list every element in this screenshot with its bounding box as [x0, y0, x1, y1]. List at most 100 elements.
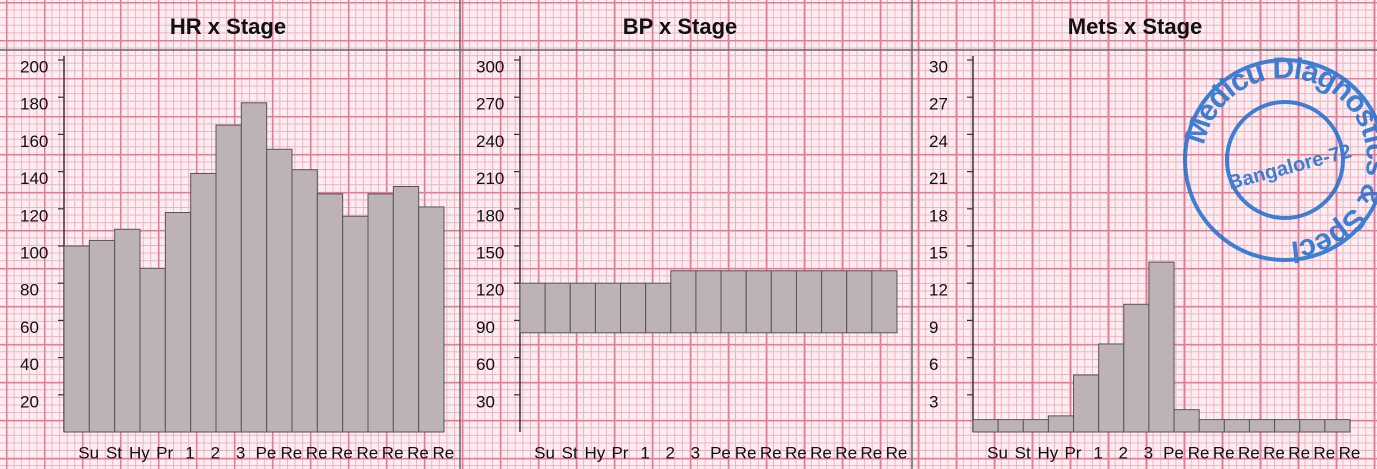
y-tick-label: 6: [929, 355, 938, 374]
y-tick-label: 180: [476, 206, 504, 225]
y-tick-label: 30: [929, 57, 948, 76]
x-tick-label: Hy: [129, 443, 150, 462]
x-tick-label: 2: [211, 443, 220, 462]
bar: [215, 124, 242, 433]
x-tick-label: Re: [331, 443, 353, 462]
bar: [1223, 419, 1250, 433]
bar: [418, 206, 445, 433]
y-tick-label: 21: [929, 169, 948, 188]
x-tick-label: Re: [810, 443, 832, 462]
x-tick-label: 1: [640, 443, 649, 462]
range-bar: [519, 282, 546, 334]
range-bar: [745, 270, 772, 334]
bar: [1274, 419, 1301, 433]
y-tick-label: 12: [929, 281, 948, 300]
bar: [1073, 374, 1100, 433]
bar: [1198, 419, 1225, 433]
x-tick-label: Pr: [1064, 443, 1081, 462]
x-tick-label: Re: [1339, 443, 1361, 462]
x-tick-label: Pr: [611, 443, 628, 462]
x-tick-label: 2: [1118, 443, 1127, 462]
y-tick-label: 27: [929, 95, 948, 114]
range-bar: [645, 282, 672, 334]
x-tick-label: Pe: [1163, 443, 1184, 462]
chart-title: HR x Stage: [170, 14, 286, 39]
bar: [1047, 415, 1075, 433]
y-tick-label: 80: [20, 281, 39, 300]
range-bar: [871, 270, 898, 334]
range-bar: [770, 270, 797, 334]
y-tick-label: 160: [20, 132, 48, 151]
y-tick-label: 90: [476, 318, 495, 337]
range-bar: [821, 270, 848, 334]
x-tick-label: Su: [987, 443, 1008, 462]
y-tick-label: 18: [929, 206, 948, 225]
y-tick-label: 120: [20, 206, 48, 225]
bar: [139, 267, 166, 433]
y-tick-label: 30: [476, 392, 495, 411]
x-tick-label: Re: [1238, 443, 1260, 462]
bar: [1299, 419, 1326, 433]
bar: [367, 193, 394, 433]
bar: [164, 212, 192, 433]
y-tick-label: 60: [20, 318, 39, 337]
x-tick-label: Re: [860, 443, 882, 462]
y-tick-label: 210: [476, 169, 504, 188]
y-tick-label: 9: [929, 318, 938, 337]
x-tick-label: St: [1015, 443, 1031, 462]
y-tick-label: 300: [476, 57, 504, 76]
x-tick-label: Pe: [710, 443, 731, 462]
y-tick-label: 270: [476, 95, 504, 114]
x-tick-label: Hy: [584, 443, 605, 462]
y-tick-label: 3: [929, 392, 938, 411]
x-tick-label: Re: [785, 443, 807, 462]
x-tick-label: 1: [185, 443, 194, 462]
x-tick-label: Re: [1288, 443, 1310, 462]
x-tick-label: Pe: [256, 443, 277, 462]
chart-title: BP x Stage: [623, 14, 738, 39]
range-bar: [594, 282, 622, 334]
x-tick-label: Re: [356, 443, 378, 462]
range-bar: [569, 282, 596, 334]
bar: [1098, 343, 1125, 433]
x-tick-label: 3: [1144, 443, 1153, 462]
chart-title: Mets x Stage: [1068, 14, 1203, 39]
y-tick-label: 100: [20, 243, 48, 262]
x-tick-label: Su: [534, 443, 555, 462]
bar: [240, 102, 268, 433]
y-tick-label: 40: [20, 355, 39, 374]
y-tick-label: 20: [20, 392, 39, 411]
bar: [997, 419, 1024, 433]
bar: [63, 245, 90, 433]
y-tick-label: 240: [476, 132, 504, 151]
range-bar: [620, 282, 647, 334]
x-tick-label: 3: [691, 443, 700, 462]
x-tick-label: Re: [280, 443, 302, 462]
bar: [266, 148, 293, 433]
x-tick-label: Hy: [1037, 443, 1058, 462]
range-bar: [695, 270, 722, 334]
x-tick-label: Re: [407, 443, 429, 462]
y-tick-label: 180: [20, 95, 48, 114]
y-tick-label: 24: [929, 132, 948, 151]
x-tick-label: Re: [886, 443, 908, 462]
range-bar: [544, 282, 571, 334]
y-tick-label: 140: [20, 169, 48, 188]
bar: [88, 239, 116, 433]
bar: [1173, 409, 1200, 433]
x-tick-label: Re: [382, 443, 404, 462]
y-tick-label: 60: [476, 355, 495, 374]
stamp: Medicu Diagnostics & Speci Bangalore-72: [1179, 52, 1377, 268]
range-bar: [720, 270, 747, 334]
range-bar: [846, 270, 873, 334]
x-tick-label: Re: [432, 443, 454, 462]
x-tick-label: Re: [1213, 443, 1235, 462]
x-tick-label: Re: [306, 443, 328, 462]
x-tick-label: Re: [760, 443, 782, 462]
bar: [291, 169, 318, 433]
x-tick-label: 1: [1093, 443, 1102, 462]
y-tick-label: 150: [476, 243, 504, 262]
x-tick-label: Su: [78, 443, 99, 462]
